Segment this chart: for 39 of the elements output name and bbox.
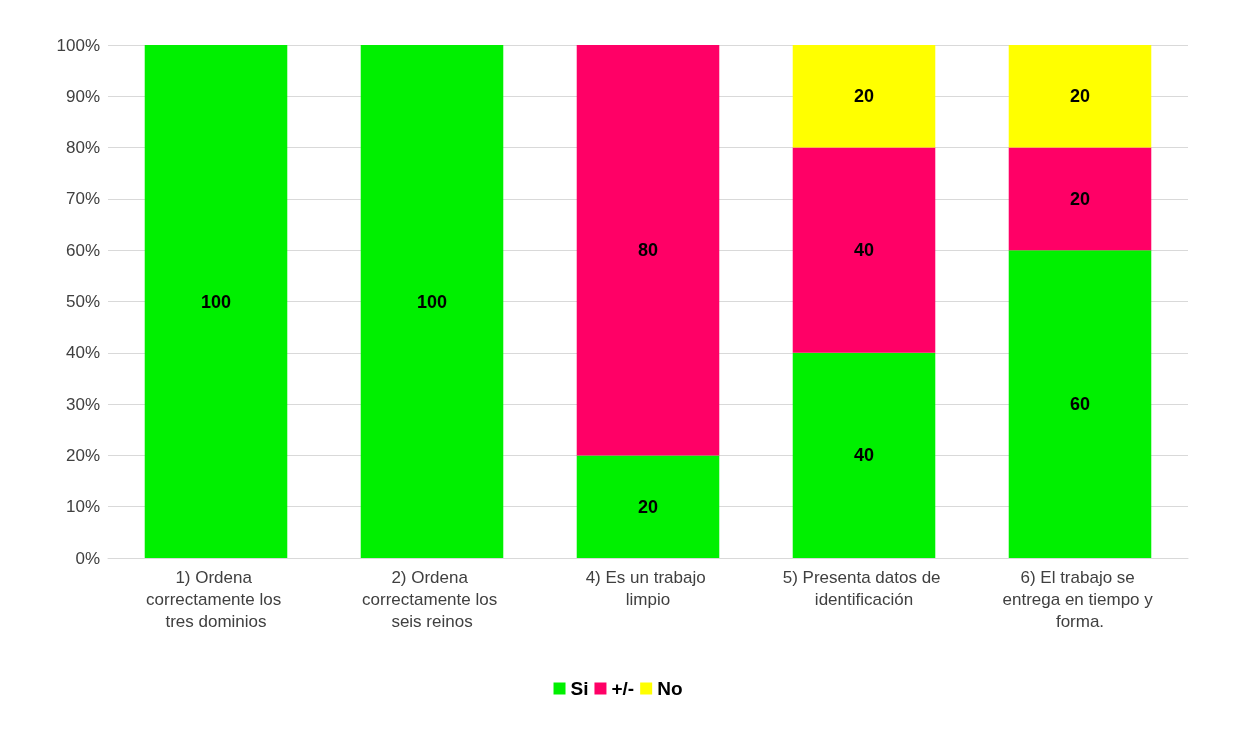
data-label: 20 <box>637 496 659 517</box>
data-label: 80 <box>637 240 659 261</box>
bar <box>792 147 936 353</box>
bar <box>792 45 936 148</box>
legend-label: No <box>657 678 683 699</box>
bar <box>144 45 288 558</box>
y-tick-label: 90% <box>65 86 100 106</box>
legend-label: +/- <box>611 678 635 699</box>
data-label: 100 <box>200 291 232 312</box>
data-label: 100 <box>416 291 448 312</box>
x-tick-label: 5) Presenta datos de identificación <box>782 567 946 609</box>
bar <box>1008 147 1152 251</box>
data-label: 20 <box>1069 86 1091 107</box>
y-tick-label: 50% <box>65 292 100 311</box>
y-tick-label: 10% <box>65 497 100 517</box>
bar <box>576 455 720 558</box>
x-tick-label: 2) Ordena correctamente los seis reinos <box>362 567 502 631</box>
bar <box>576 45 720 456</box>
x-tick-label: 4) Es un trabajo limpio <box>585 567 711 609</box>
data-label: 20 <box>853 86 875 107</box>
data-label: 20 <box>1069 188 1091 209</box>
x-tick-label: 6) El trabajo se entrega en tiempo y forma. <box>1002 567 1158 631</box>
y-tick-label: 20% <box>65 445 100 465</box>
y-tick-label: 60% <box>65 240 100 260</box>
data-label: 40 <box>853 445 875 466</box>
y-tick-label: 30% <box>65 394 100 414</box>
legend-label: Si <box>570 678 589 699</box>
x-tick-label: 1) Ordena correctamente los tres dominios <box>146 567 286 631</box>
y-tick-label: 70% <box>65 189 100 209</box>
data-label: 60 <box>1069 394 1091 415</box>
bar <box>1008 250 1152 558</box>
y-tick-label: 80% <box>65 138 100 158</box>
bar <box>792 352 936 558</box>
y-tick-label: 0% <box>75 548 100 568</box>
y-tick-label: 40% <box>65 343 100 363</box>
y-tick-label: 100% <box>56 35 100 55</box>
bar <box>360 45 504 558</box>
bar <box>1008 45 1152 148</box>
data-label: 40 <box>853 240 875 261</box>
